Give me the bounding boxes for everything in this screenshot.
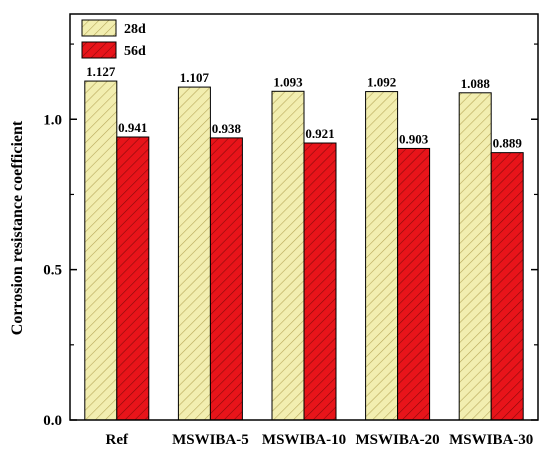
legend-swatch-28d xyxy=(81,19,117,37)
value-label-28d: 1.127 xyxy=(86,64,116,79)
value-label-56d: 0.941 xyxy=(118,120,147,135)
value-label-28d: 1.088 xyxy=(461,76,491,91)
bar-56d xyxy=(116,136,150,421)
legend-label-28d: 28d xyxy=(124,22,146,37)
plot-frame xyxy=(69,13,539,421)
bar-56d xyxy=(397,147,431,421)
bar-28d xyxy=(365,91,399,421)
bar-28d xyxy=(84,80,118,421)
value-label-56d: 0.903 xyxy=(399,131,429,146)
y-tick-label: 1.0 xyxy=(43,112,62,128)
value-label-28d: 1.093 xyxy=(273,74,303,89)
value-label-56d: 0.938 xyxy=(212,121,242,136)
bar-56d xyxy=(209,137,243,421)
bar-56d xyxy=(303,142,337,421)
y-axis-label: Corrosion resistance coefficient xyxy=(9,120,26,335)
y-tick-label: 0.0 xyxy=(43,413,62,429)
x-tick-label: MSWIBA-20 xyxy=(356,432,440,448)
value-label-28d: 1.092 xyxy=(367,75,396,90)
x-tick-label: MSWIBA-10 xyxy=(262,432,346,448)
value-label-56d: 0.921 xyxy=(305,126,334,141)
legend-swatch-56d xyxy=(81,41,117,59)
y-tick-label: 0.5 xyxy=(43,263,62,279)
bar-28d xyxy=(177,86,211,421)
x-tick-label: Ref xyxy=(106,432,129,448)
legend-label-56d: 56d xyxy=(124,44,146,59)
x-tick-label: MSWIBA-30 xyxy=(449,432,533,448)
bar-28d xyxy=(458,92,492,421)
value-label-56d: 0.889 xyxy=(493,136,523,151)
value-label-28d: 1.107 xyxy=(180,70,210,85)
bar-56d xyxy=(490,152,524,421)
x-tick-label: MSWIBA-5 xyxy=(172,432,249,448)
bar-28d xyxy=(271,90,305,421)
